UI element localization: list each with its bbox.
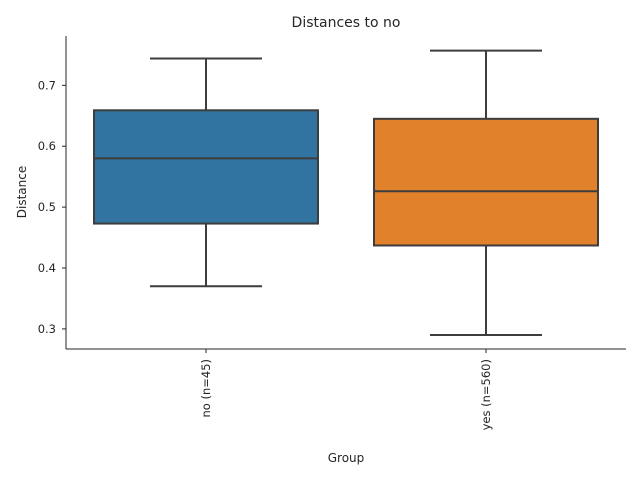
box-group: [93, 57, 319, 288]
chart-title: Distances to no: [292, 15, 401, 31]
box-iqr: [93, 109, 319, 225]
box-iqr: [373, 117, 599, 247]
box-group: [373, 49, 599, 336]
plot-area: [93, 49, 599, 336]
y-ticks: 0.3 0.4 0.5 0.6 0.7: [38, 78, 66, 336]
y-tick-label: 0.3: [38, 322, 56, 336]
y-tick-label: 0.5: [38, 200, 56, 214]
y-tick-label: 0.4: [38, 261, 56, 275]
x-tick-label: yes (n=560): [479, 359, 493, 430]
y-tick-label: 0.7: [38, 78, 56, 92]
x-tick-label: no (n=45): [199, 359, 213, 418]
y-tick-label: 0.6: [38, 139, 56, 153]
x-axis-label: Group: [328, 451, 365, 465]
x-ticks: no (n=45) yes (n=560): [199, 349, 493, 430]
y-axis-label: Distance: [15, 166, 29, 218]
